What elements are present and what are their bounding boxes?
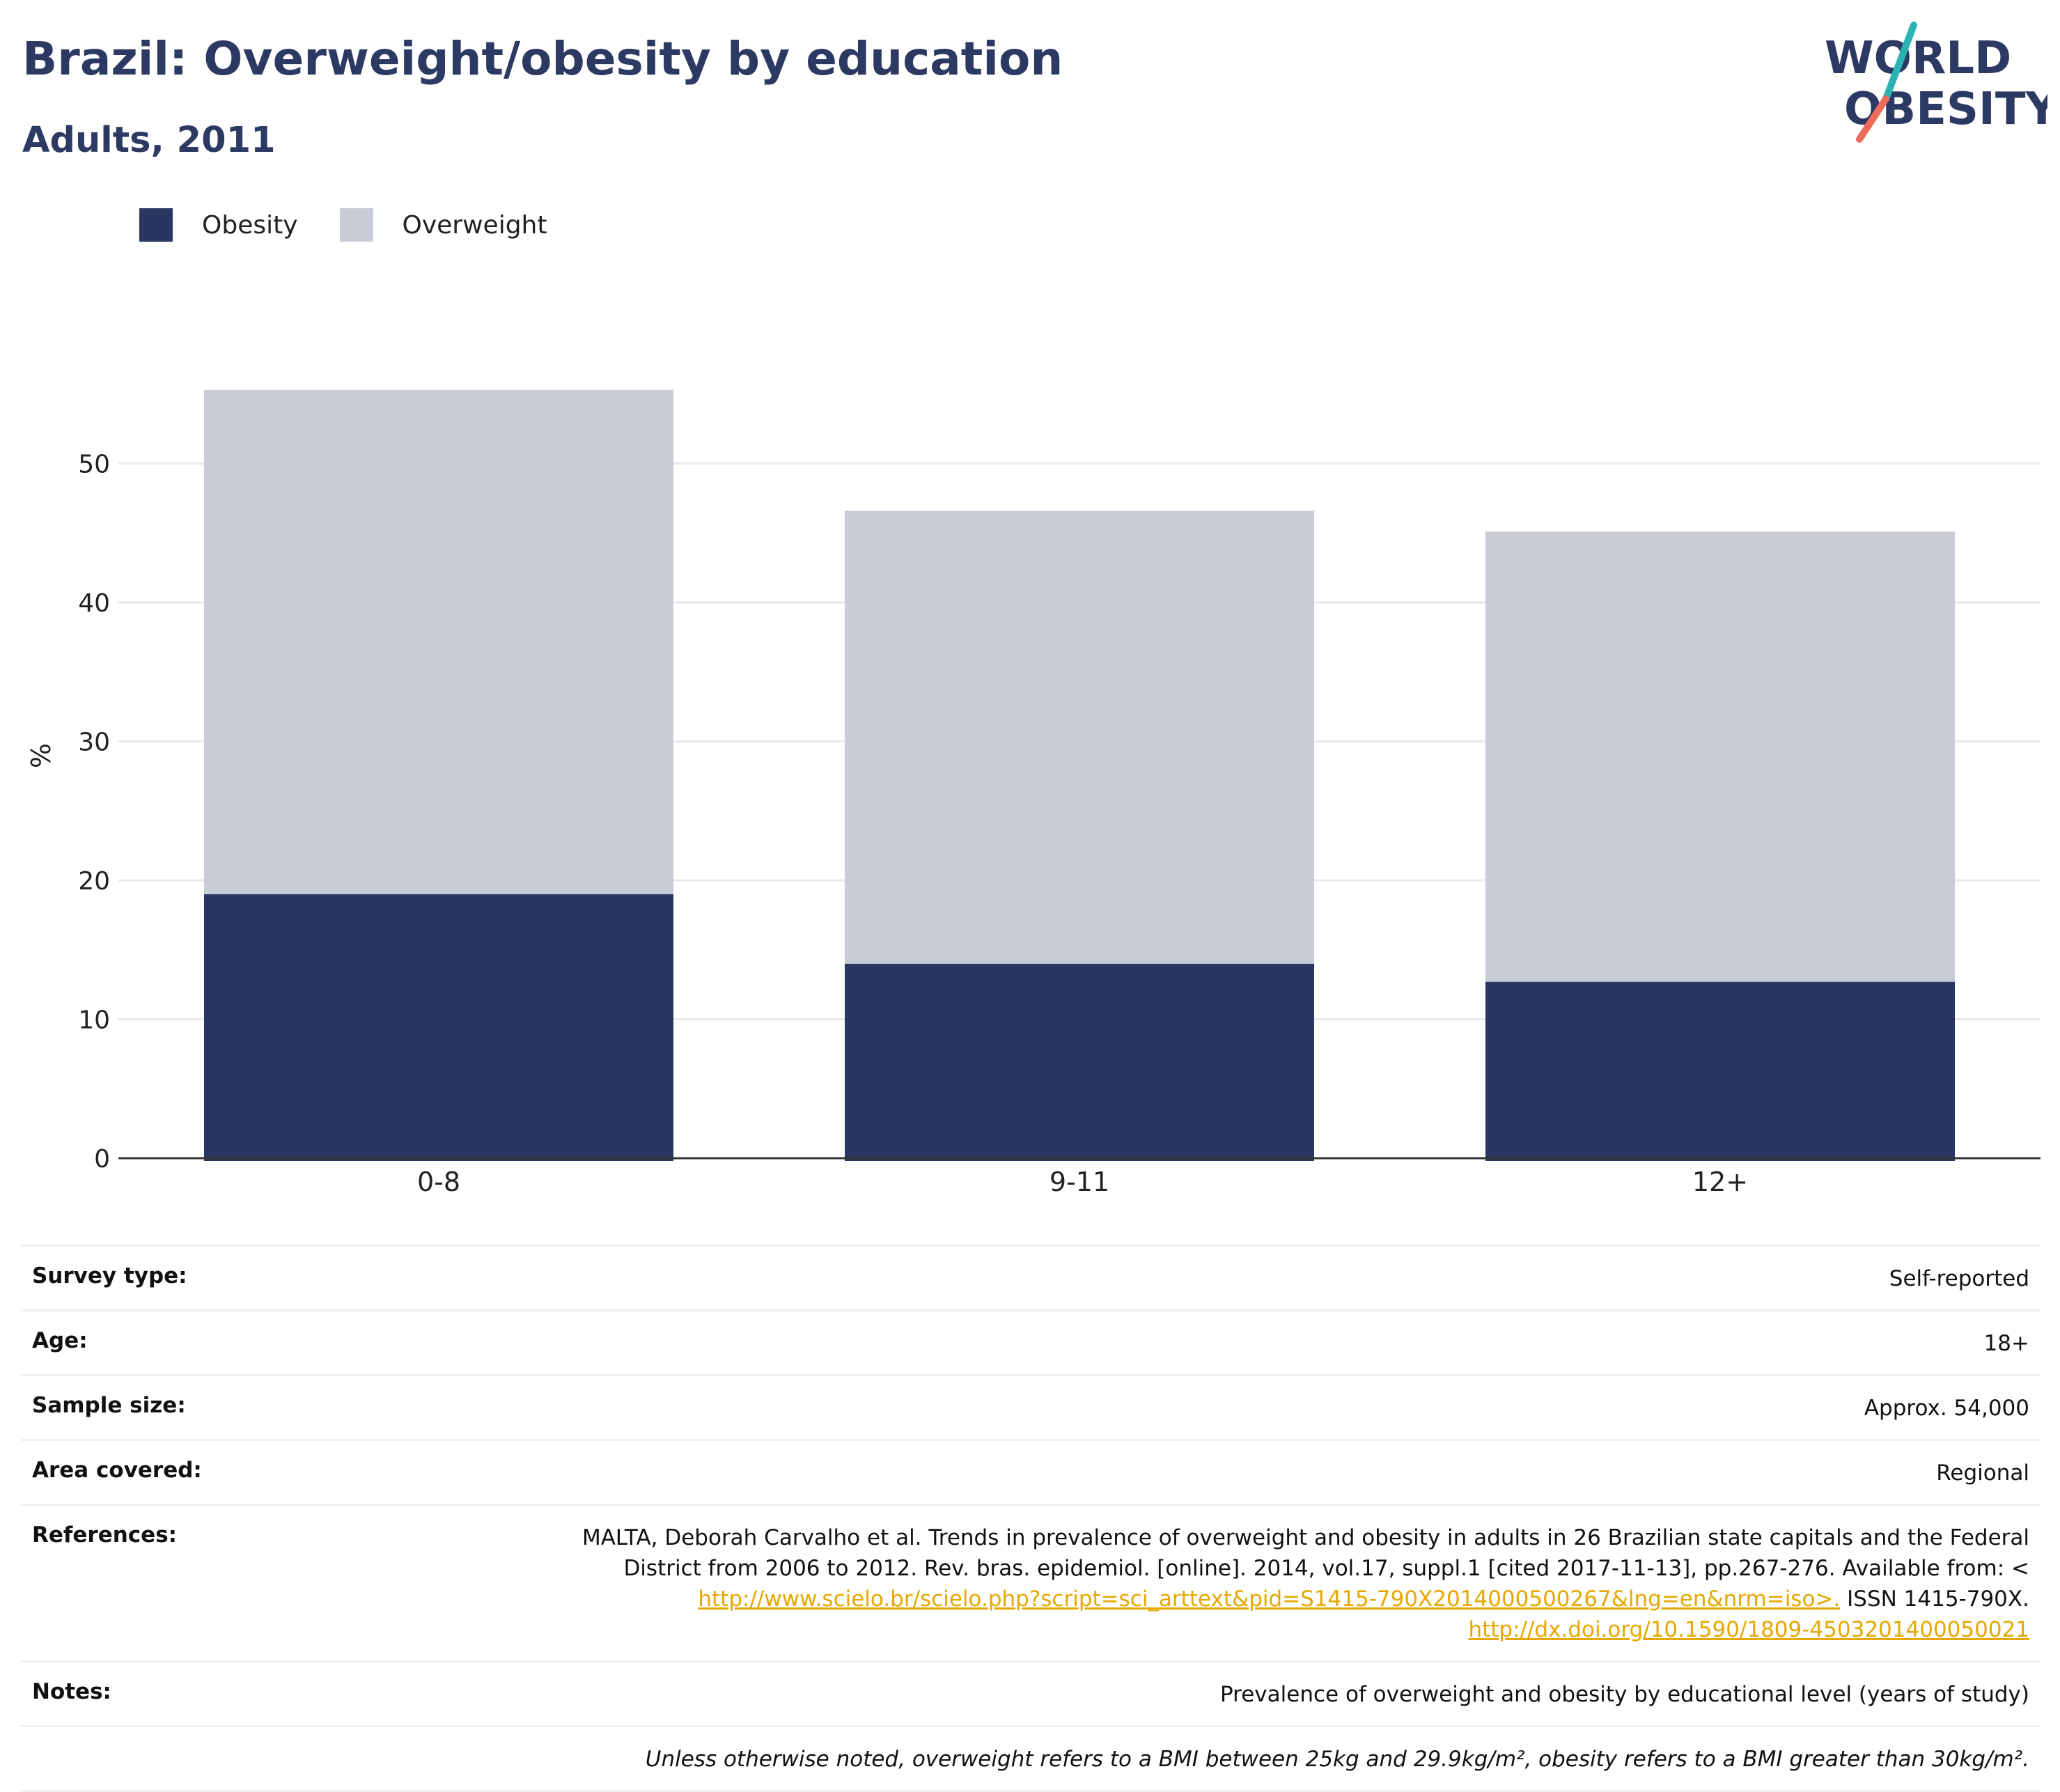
references-label: References: [32, 1522, 178, 1548]
notes-value: Prevalence of overweight and obesity by … [1220, 1682, 2029, 1707]
bar-chart: 0 10 20 30 40 50% 0-8 9-11 12+ [26, 389, 2041, 1197]
survey-info-table: Survey type: Self-reported Age: 18+ Samp… [21, 1245, 2041, 1792]
y-tick-label-20: 20 [78, 867, 110, 896]
chart-legend: Obesity Overweight [139, 208, 588, 242]
logo-line-world: WORLD [1825, 33, 2011, 84]
info-row-survey-type: Survey type: Self-reported [21, 1245, 2041, 1311]
y-tick-label-30: 30 [78, 729, 110, 757]
survey-type-value: Self-reported [1889, 1266, 2029, 1291]
area-covered-label: Area covered: [32, 1458, 202, 1483]
references-text-line-2: District from 2006 to 2012. Rev. bras. e… [623, 1556, 2029, 1581]
info-row-sample-size: Sample size: Approx. 54,000 [21, 1375, 2041, 1440]
footnote-label-empty [21, 1727, 320, 1791]
logo-slash-top [1882, 22, 1917, 102]
info-row-footnote: Unless otherwise noted, overweight refer… [21, 1726, 2041, 1791]
y-tick-label-0: 0 [94, 1145, 110, 1174]
world-obesity-logo: WORLD OBESITY [1825, 22, 2047, 143]
x-tick-label-12+: 12+ [1692, 1167, 1748, 1197]
survey-type-label: Survey type: [32, 1263, 187, 1288]
references-issn: ISSN 1415-790X. [1840, 1587, 2029, 1612]
bar-obesity-9-11 [845, 963, 1314, 1161]
chart-subtitle: Adults, 2011 [22, 120, 276, 161]
notes-label: Notes: [32, 1679, 111, 1704]
legend-label-obesity: Obesity [202, 210, 298, 240]
bar-overweight-9-11 [845, 511, 1314, 964]
logo-slash-bottom [1856, 95, 1889, 143]
legend-label-overweight: Overweight [402, 210, 547, 240]
age-label: Age: [32, 1328, 88, 1353]
age-value: 18+ [1983, 1331, 2029, 1356]
x-tick-label-9-11: 9-11 [1049, 1167, 1109, 1197]
references-value: MALTA, Deborah Carvalho et al. Trends in… [320, 1505, 2041, 1662]
chart-title: Brazil: Overweight/obesity by education [22, 32, 1063, 86]
bar-overweight-12+ [1485, 531, 1955, 982]
info-row-notes: Notes: Prevalence of overweight and obes… [21, 1661, 2041, 1727]
bar-obesity-12+ [1485, 981, 1955, 1161]
legend-swatch-obesity [139, 208, 173, 242]
info-row-references: References: MALTA, Deborah Carvalho et a… [21, 1504, 2041, 1662]
info-row-area: Area covered: Regional [21, 1440, 2041, 1505]
legend-swatch-overweight [339, 208, 373, 242]
y-tick-label-40: 40 [78, 589, 110, 618]
y-tick-label-10: 10 [78, 1006, 110, 1035]
bmi-footnote: Unless otherwise noted, overweight refer… [645, 1747, 2029, 1772]
y-axis-label: % [26, 743, 56, 768]
bar-obesity-0-8 [204, 894, 673, 1161]
area-covered-value: Regional [1936, 1460, 2029, 1486]
y-tick-label-50: 50 [78, 451, 110, 479]
legend-item-obesity[interactable]: Obesity [139, 208, 298, 242]
sample-size-value: Approx. 54,000 [1864, 1396, 2029, 1421]
x-tick-label-0-8: 0-8 [417, 1167, 460, 1197]
reference-link-doi[interactable]: http://dx.doi.org/10.1590/1809-450320140… [1468, 1617, 2029, 1642]
sample-size-label: Sample size: [32, 1393, 186, 1418]
legend-item-overweight[interactable]: Overweight [339, 208, 547, 242]
reference-link-scielo[interactable]: http://www.scielo.br/scielo.php?script=s… [698, 1587, 1841, 1612]
references-text-line-1: MALTA, Deborah Carvalho et al. Trends in… [582, 1525, 2029, 1550]
bar-overweight-0-8 [204, 389, 673, 894]
info-row-age: Age: 18+ [21, 1310, 2041, 1376]
